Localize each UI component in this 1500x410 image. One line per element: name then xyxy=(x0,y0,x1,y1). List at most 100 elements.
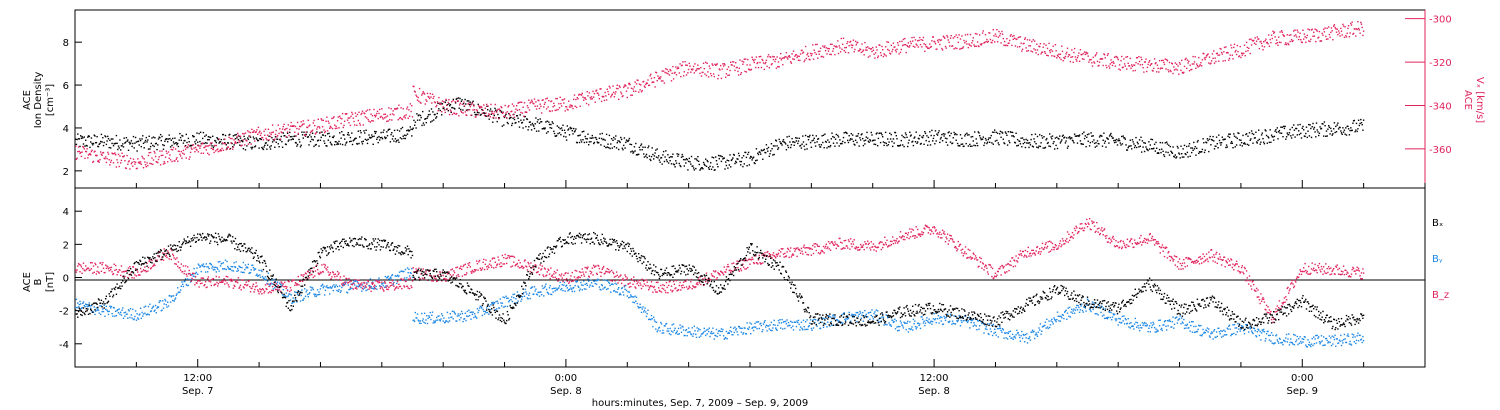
vx-point xyxy=(501,106,503,109)
ion-density-point xyxy=(509,117,511,119)
ion-density-point xyxy=(451,106,454,109)
by-point xyxy=(200,270,202,273)
vx-point xyxy=(945,47,947,49)
vx-point xyxy=(688,62,690,65)
ion-density-point xyxy=(521,121,524,124)
top-ytick-label: 4 xyxy=(63,124,69,135)
ion-density-point xyxy=(215,141,217,144)
vx-point xyxy=(436,101,439,103)
vx-point xyxy=(826,53,828,55)
vx-point xyxy=(964,34,967,36)
by-point xyxy=(823,318,825,320)
vx-point xyxy=(797,59,800,61)
ion-density-point xyxy=(1076,142,1079,144)
ion-density-point xyxy=(1005,132,1007,135)
ion-density-point xyxy=(373,135,375,137)
vx-point xyxy=(248,131,250,133)
by-point xyxy=(372,287,374,290)
ion-density-point xyxy=(99,142,101,145)
vx-point xyxy=(855,44,857,46)
by-point xyxy=(936,318,939,320)
ion-density-point xyxy=(399,137,402,139)
vx-point xyxy=(392,110,394,112)
by-point xyxy=(780,327,782,329)
by-point xyxy=(434,321,436,323)
vx-point xyxy=(902,38,905,41)
vx-point xyxy=(214,144,216,147)
ion-density-point xyxy=(133,147,135,149)
vx-point xyxy=(1044,52,1047,54)
vx-point xyxy=(1308,29,1311,31)
ion-density-point xyxy=(547,131,549,133)
ion-density-point xyxy=(673,164,676,166)
ion-density-point xyxy=(677,155,679,157)
by-point xyxy=(579,288,581,290)
vx-point xyxy=(184,145,186,148)
ion-density-point xyxy=(964,133,967,136)
by-point xyxy=(457,313,459,315)
vx-point xyxy=(345,113,347,115)
by-point xyxy=(115,310,117,312)
vx-point xyxy=(706,62,708,64)
ion-density-point xyxy=(1339,126,1341,129)
ion-density-point xyxy=(411,135,413,137)
vx-point xyxy=(275,129,277,132)
by-point xyxy=(215,271,217,273)
by-point xyxy=(280,285,282,288)
ion-density-point xyxy=(195,139,197,141)
ion-density-point xyxy=(1290,137,1293,139)
vx-point xyxy=(1196,64,1199,67)
vx-point xyxy=(613,91,615,94)
vx-point xyxy=(1122,66,1124,68)
vx-point xyxy=(311,130,313,133)
vx-point xyxy=(123,155,125,157)
ion-density-point xyxy=(965,142,967,145)
vx-point xyxy=(415,94,417,96)
by-point xyxy=(472,311,474,313)
vx-point xyxy=(265,137,267,140)
vx-point xyxy=(710,72,712,75)
ion-density-point xyxy=(956,133,958,136)
ion-density-point xyxy=(629,143,631,145)
vx-point xyxy=(1320,40,1323,42)
ion-density-point xyxy=(1185,153,1187,156)
vx-point xyxy=(1054,44,1057,46)
vx-point xyxy=(734,69,736,72)
ion-density-point xyxy=(620,136,622,139)
vx-point xyxy=(180,150,182,153)
ion-density-point xyxy=(818,144,820,146)
ion-density-point xyxy=(244,149,247,151)
ion-density-point xyxy=(234,134,236,136)
by-point xyxy=(578,289,581,292)
vx-point xyxy=(205,149,207,151)
ion-density-point xyxy=(528,126,530,128)
vx-point xyxy=(1324,27,1326,29)
ion-density-point xyxy=(630,151,632,153)
ion-density-point xyxy=(466,100,468,102)
by-point xyxy=(458,319,461,321)
by-point xyxy=(249,272,252,274)
by-point xyxy=(994,328,996,330)
by-point xyxy=(984,324,986,326)
ion-density-point xyxy=(810,146,813,148)
vx-point xyxy=(1196,63,1198,65)
vx-point xyxy=(1314,28,1316,30)
vx-point xyxy=(453,112,456,115)
by-point xyxy=(750,333,752,335)
ion-density-point xyxy=(1310,136,1313,139)
vx-point xyxy=(799,59,801,62)
vx-point xyxy=(827,50,830,52)
by-point xyxy=(781,318,783,321)
vx-point xyxy=(941,49,944,51)
vx-point xyxy=(1230,44,1232,46)
ion-density-point xyxy=(331,144,333,146)
vx-point xyxy=(1318,30,1321,33)
vx-point xyxy=(899,51,902,54)
vx-point xyxy=(924,50,926,52)
vx-point xyxy=(360,113,362,116)
ion-density-point xyxy=(448,103,450,105)
ion-density-point xyxy=(291,135,293,138)
by-point xyxy=(436,319,439,321)
vx-point xyxy=(409,103,411,105)
ion-density-point xyxy=(299,146,302,148)
